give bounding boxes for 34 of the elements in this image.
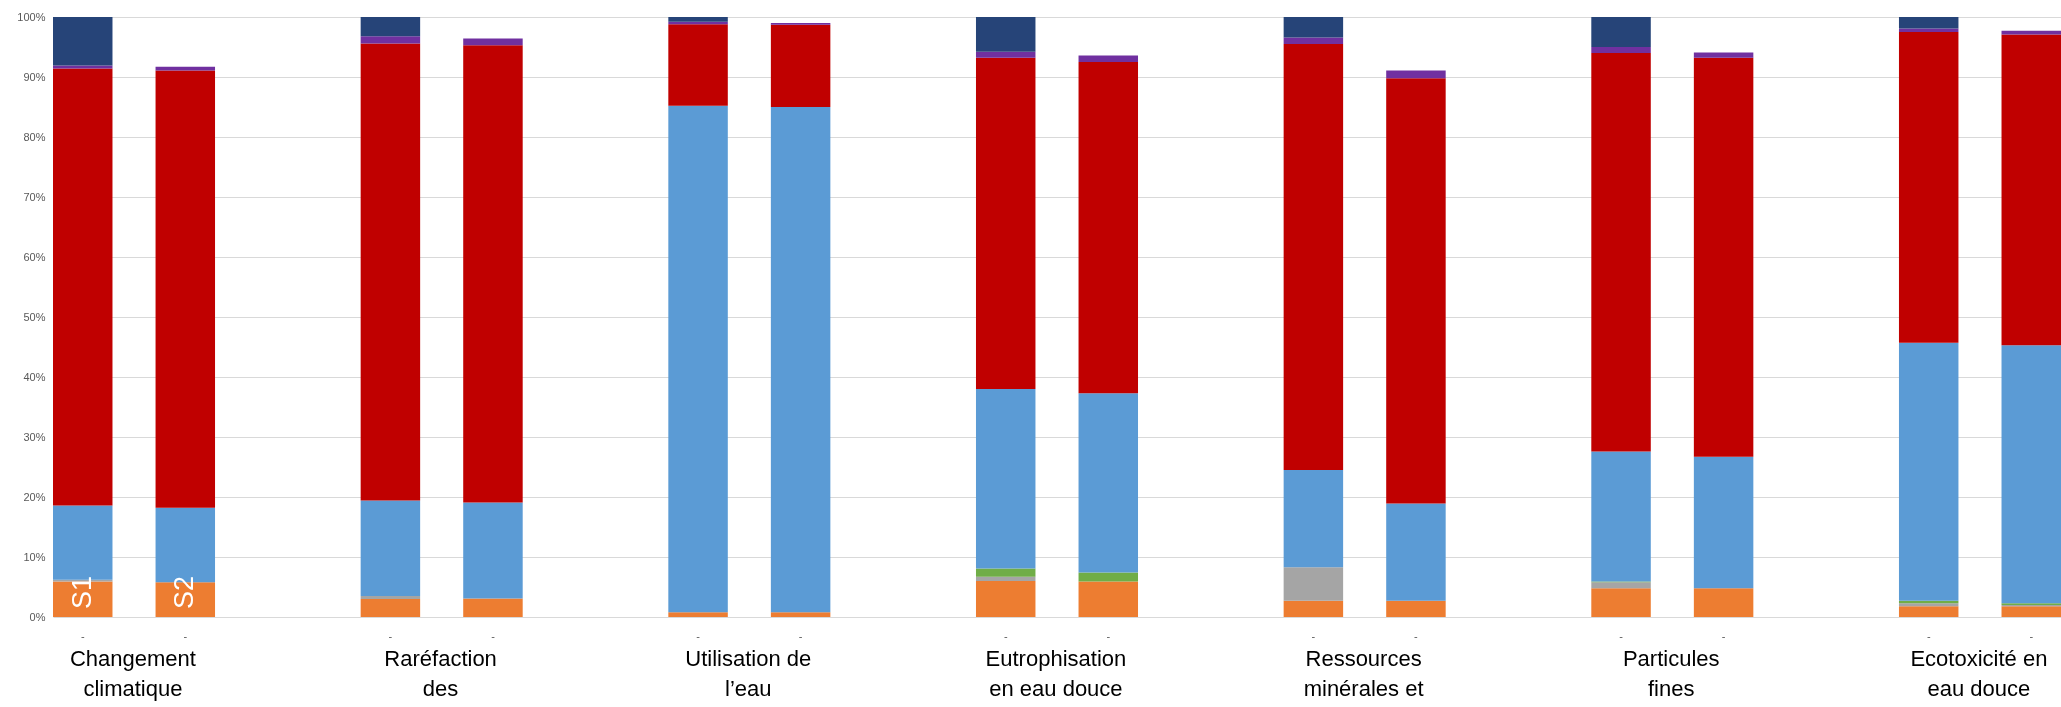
annotation: S1 [66, 575, 97, 609]
x-tick-label: - [1414, 629, 1419, 642]
x-tick-label: - [388, 629, 393, 642]
y-tick-label: 50% [23, 310, 46, 323]
text: Eutrophisation en eau douce [985, 646, 1127, 701]
x-tick-label: - [1926, 629, 1931, 642]
text: Particules fines [1622, 646, 1720, 701]
y-tick-label: 60% [23, 250, 46, 263]
x-tick-label: - [1721, 629, 1726, 642]
text: Utilisation de l’eau [685, 646, 812, 701]
text: Changement climatique [69, 646, 196, 701]
y-tick-label: 30% [23, 430, 46, 443]
y-tick-label: 40% [23, 370, 46, 383]
x-tick-label: - [1311, 629, 1316, 642]
x-tick-label: - [80, 629, 85, 642]
text: Ecotoxicité en eau douce [1910, 646, 2048, 701]
y-tick-label: 80% [23, 130, 46, 143]
y-tick-label: 70% [23, 190, 46, 203]
x-tick-label: - [1003, 629, 1008, 642]
y-tick-label: 10% [23, 550, 46, 563]
annotation: S2 [169, 575, 200, 609]
x-tick-label: - [183, 629, 188, 642]
x-tick-label: - [491, 629, 496, 642]
y-tick-label: 20% [23, 490, 46, 503]
x-tick-label: - [798, 629, 803, 642]
x-tick-label: - [696, 629, 701, 642]
x-tick-label: - [1619, 629, 1624, 642]
x-tick-label: - [2029, 629, 2034, 642]
text: Raréfaction des [384, 646, 497, 701]
x-tick-label: - [1106, 629, 1111, 642]
y-tick-label: 100% [17, 10, 46, 23]
y-tick-label: 0% [29, 610, 46, 623]
text: Ressources minérales et [1303, 646, 1424, 701]
y-tick-label: 90% [23, 70, 46, 83]
